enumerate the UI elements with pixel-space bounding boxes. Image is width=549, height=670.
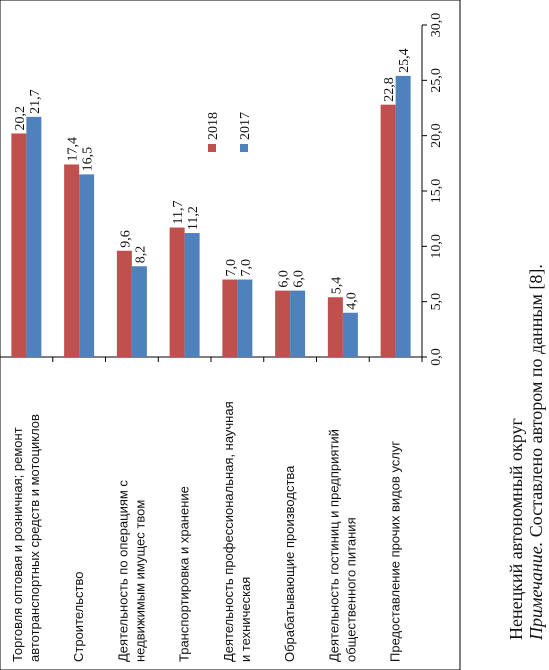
data-label-2018: 17,4 bbox=[66, 137, 81, 162]
bar-2018 bbox=[169, 227, 185, 357]
note-text: Составлено автором по данным [8]. bbox=[526, 264, 546, 542]
category-label: Деятельность гостиниц и предприятий общес… bbox=[326, 429, 358, 662]
caption-line: Ненецкий автономный округ bbox=[506, 418, 527, 640]
bar-2017 bbox=[290, 290, 306, 357]
data-labels: 20,221,7 17,4 16,5 9,68,2 11,7 11,2 7,0 7,0 6,0 6… bbox=[13, 48, 412, 309]
legend-swatch-2018 bbox=[208, 144, 216, 152]
bar-2018 bbox=[64, 164, 80, 357]
data-label-2018: 20,2 bbox=[13, 106, 28, 131]
data-label-2018: 11,7 bbox=[171, 201, 186, 225]
bar-2018 bbox=[116, 250, 132, 357]
axis-tick-label: 10,0 bbox=[429, 234, 444, 259]
data-label-2018: 9,6 bbox=[118, 230, 133, 248]
legend-label-2018: 2018 bbox=[206, 112, 221, 140]
bar-2018 bbox=[327, 297, 343, 357]
legend-label-2017: 2017 bbox=[238, 112, 253, 140]
chart-frame bbox=[0, 0, 461, 670]
bar-2017 bbox=[131, 266, 147, 357]
data-label-2018: 5,4 bbox=[329, 277, 344, 295]
category-label-line: Строительство bbox=[71, 572, 86, 662]
data-label-2017: 8,2 bbox=[133, 246, 148, 264]
legend: 2018 2017 bbox=[206, 112, 253, 152]
data-label-2017: 16,5 bbox=[81, 147, 96, 171]
data-label-2017: 4,0 bbox=[344, 292, 359, 310]
bar-2017 bbox=[395, 75, 411, 357]
category-label-line: Деятельность гостиниц и предприятий bbox=[326, 429, 341, 662]
data-label-2018: 22,8 bbox=[382, 77, 397, 102]
axis-tick-label: 0,0 bbox=[429, 348, 444, 366]
bar-2017 bbox=[79, 174, 95, 357]
category-label-line: общественного питания bbox=[343, 517, 358, 662]
category-label: Транспортировка и хранение bbox=[177, 486, 192, 662]
bar-chart: 0,05,010,015,020,025,030,0 20,221,717,4 1… bbox=[0, 0, 461, 670]
category-label-line: Деятельность по операциям с bbox=[115, 480, 130, 662]
category-label-line: и техническая bbox=[238, 577, 253, 662]
bar-2018 bbox=[222, 279, 238, 357]
bars bbox=[11, 75, 411, 357]
caption-note: Примечание. Составлено автором по данным… bbox=[526, 264, 547, 640]
category-label-line: Обрабатывающие производства bbox=[282, 465, 297, 662]
category-label-line: Деятельность профессиональная, научная bbox=[221, 401, 236, 662]
data-label-2017: 6,0 bbox=[292, 270, 307, 288]
bar-2017 bbox=[184, 233, 200, 357]
category-label-line: Транспортировка и хранение bbox=[177, 486, 192, 662]
data-label-2017: 25,4 bbox=[397, 48, 412, 73]
data-label-2018: 7,0 bbox=[224, 259, 239, 277]
bar-2017 bbox=[26, 116, 42, 357]
data-label-2017: 7,0 bbox=[239, 259, 254, 277]
bar-2018 bbox=[11, 133, 27, 357]
axis-tick-label: 25,0 bbox=[429, 68, 444, 93]
bar-2018 bbox=[275, 290, 291, 357]
category-label-line: Торговля оптовая и розничная; ремонт bbox=[10, 427, 25, 662]
note-label: Примечание. bbox=[526, 541, 546, 640]
category-label: Обрабатывающие производства bbox=[282, 465, 297, 662]
category-labels: Торговля оптовая и розничная; ремонт авто… bbox=[10, 401, 403, 662]
bar-2017 bbox=[342, 312, 358, 357]
category-label: Деятельность по операциям с недвижимым им… bbox=[115, 480, 147, 662]
bar-2017 bbox=[237, 279, 253, 357]
axis-tick-label: 15,0 bbox=[429, 179, 444, 204]
category-label: Деятельность профессиональная, научная и … bbox=[221, 401, 253, 662]
axis-tick-label: 30,0 bbox=[429, 13, 444, 38]
axis-tick-label: 20,0 bbox=[429, 123, 444, 148]
category-label: Предоставление прочих видов услуг bbox=[388, 441, 403, 662]
bar-2018 bbox=[380, 104, 396, 357]
category-label: Торговля оптовая и розничная; ремонт авто… bbox=[10, 414, 42, 662]
data-label-2017: 21,7 bbox=[28, 89, 43, 114]
caption-text: Ненецкий автономный округ bbox=[506, 418, 526, 640]
category-label-line: недвижимым имущес твом bbox=[132, 500, 147, 662]
category-label-line: Предоставление прочих видов услуг bbox=[388, 441, 403, 662]
category-label: Строительство bbox=[71, 572, 86, 662]
category-label-line: автотранспортных средств и мотоциклов bbox=[27, 414, 42, 662]
legend-swatch-2017 bbox=[240, 144, 248, 152]
data-label-2018: 6,0 bbox=[277, 270, 292, 288]
axis-tick-label: 5,0 bbox=[429, 293, 444, 311]
data-label-2017: 11,2 bbox=[186, 206, 201, 230]
